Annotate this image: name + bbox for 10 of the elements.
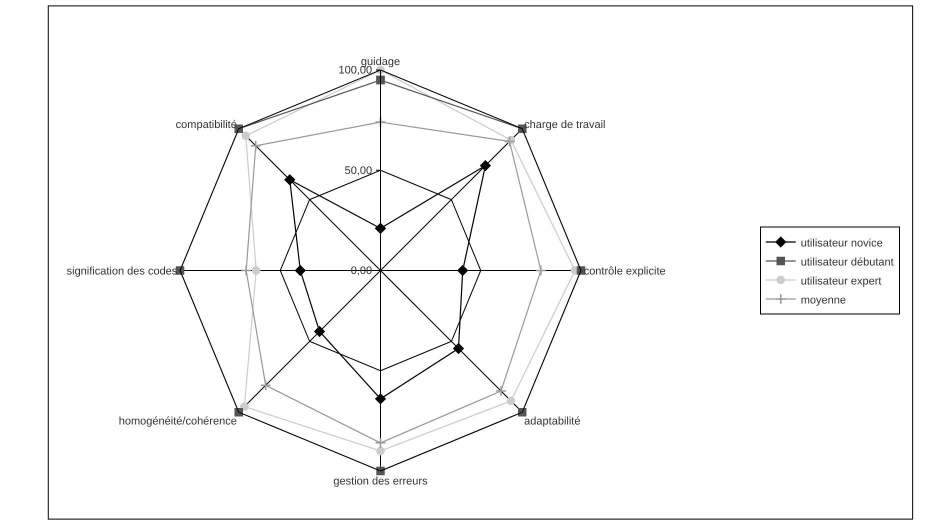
- y-tick-label: 50,00: [344, 164, 372, 177]
- legend-label: utilisateur débutant: [800, 256, 894, 268]
- spoke-label: gestion des erreurs: [333, 476, 428, 488]
- legend-label: moyenne: [800, 294, 846, 306]
- spoke-label: adaptabilité: [524, 416, 580, 428]
- spoke-label: homogénéité/cohérence: [118, 416, 237, 428]
- spoke-label: charge de travail: [524, 118, 606, 131]
- spoke-label: compatibilité: [176, 118, 237, 131]
- legend-label: utilisateur expert: [800, 275, 882, 288]
- legend-label: utilisateur novice: [800, 237, 883, 250]
